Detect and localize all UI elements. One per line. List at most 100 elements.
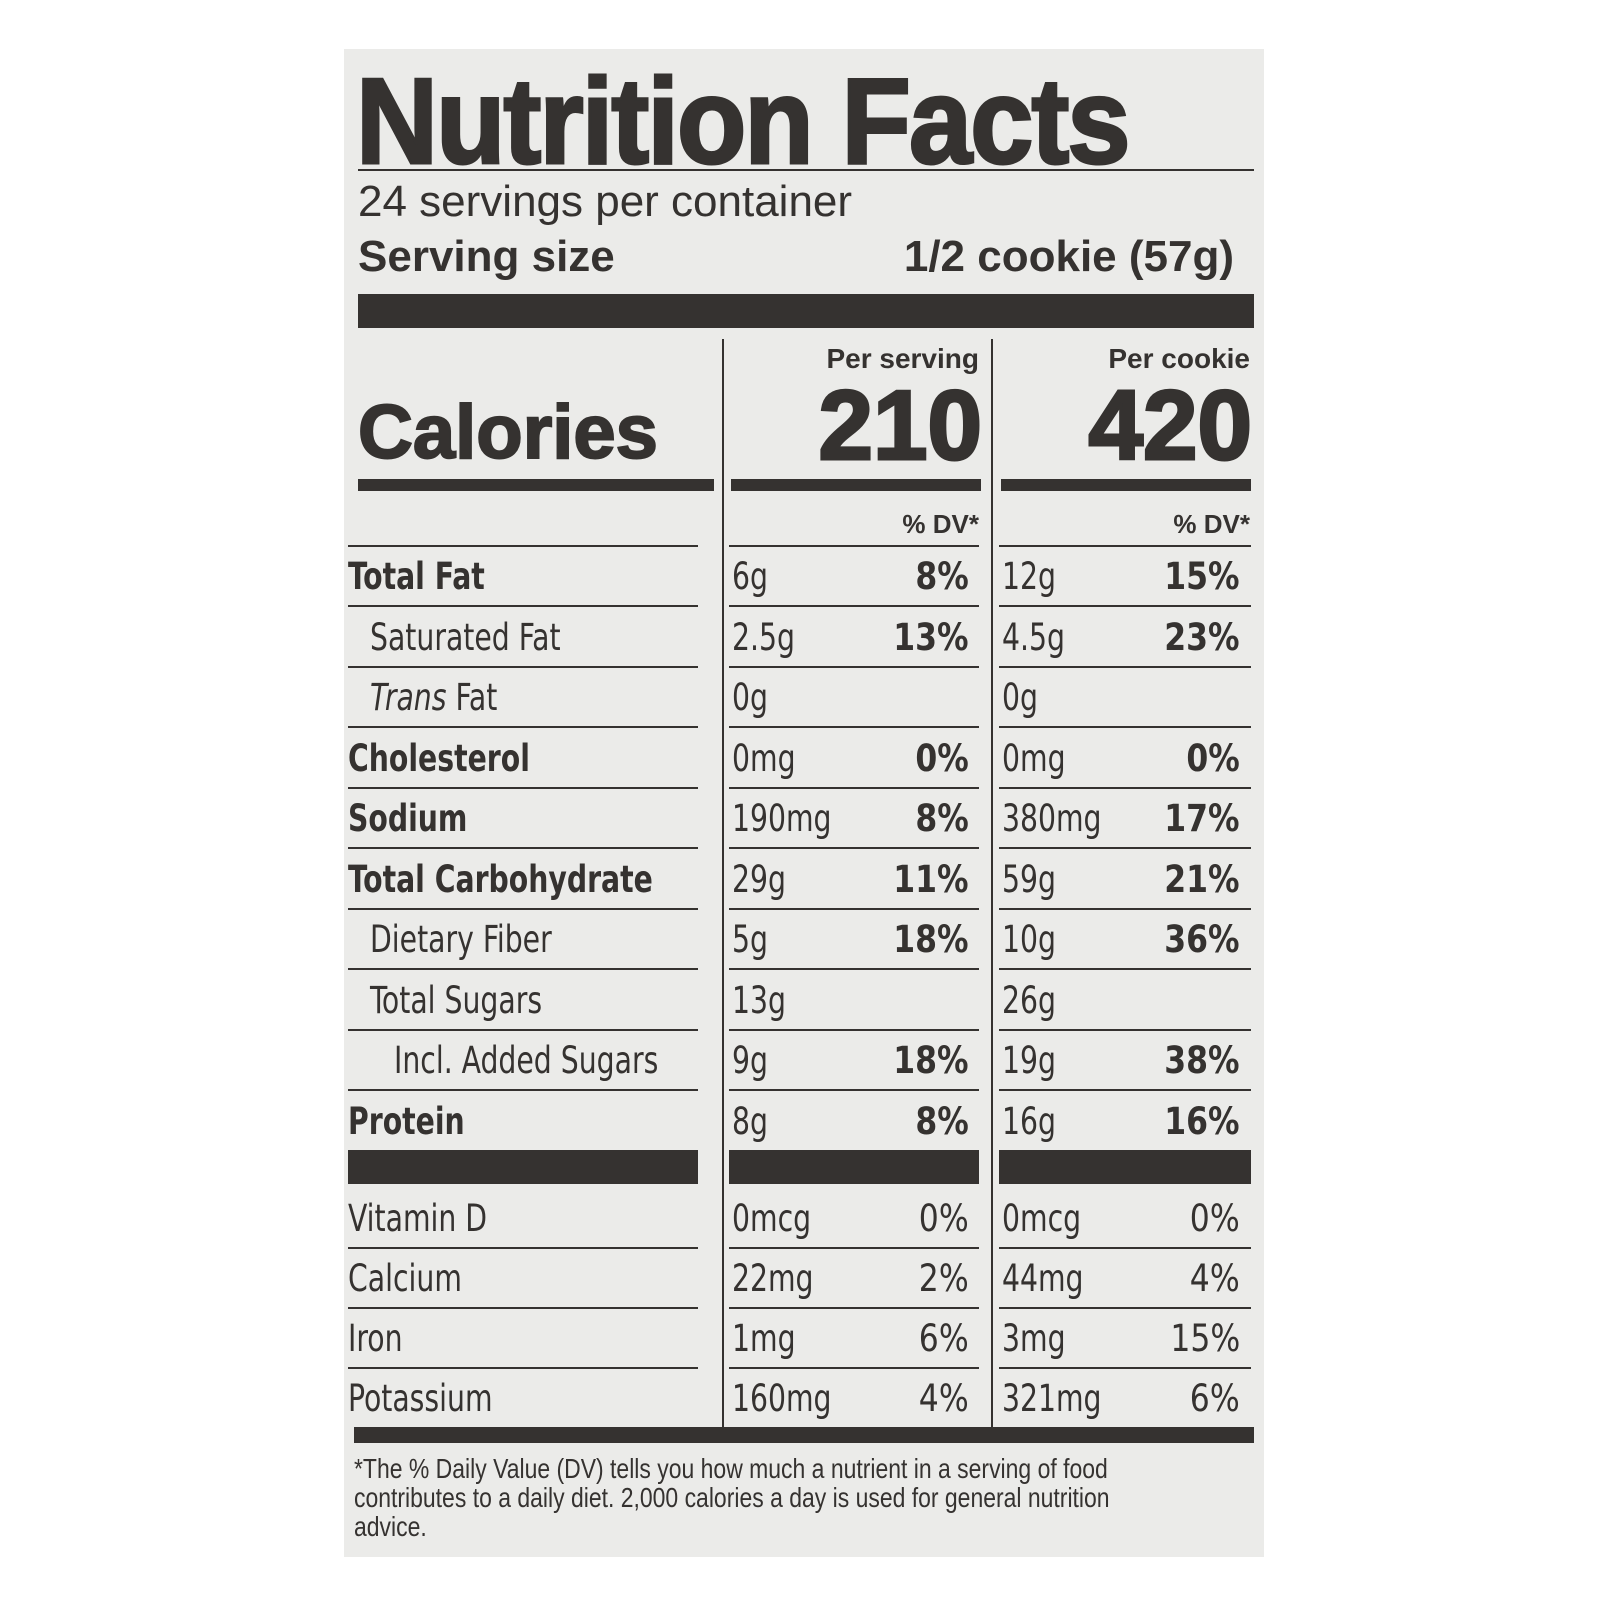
nutrient-row: Iron 1mg 6% 3mg 15% bbox=[344, 1309, 1264, 1369]
dv-header-serving: % DV* bbox=[902, 509, 979, 539]
nutrient-name: Total Carbohydrate bbox=[348, 857, 653, 901]
row-divider bbox=[348, 726, 698, 728]
serving-dv: 0% bbox=[915, 736, 969, 780]
nutrient-row: Saturated Fat 2.5g 13% 4.5g 23% bbox=[344, 608, 1264, 668]
servings-per-container: 24 servings per container bbox=[358, 177, 853, 226]
cookie-dv: 6% bbox=[1190, 1377, 1240, 1420]
row-divider bbox=[729, 605, 979, 607]
nutrient-row: Protein 8g 8% 16g 16% bbox=[344, 1092, 1264, 1152]
nutrient-row: Trans Fat 0g 0g bbox=[344, 668, 1264, 728]
calories-per-cookie: 420 bbox=[1087, 369, 1254, 482]
serving-amount: 13g bbox=[732, 978, 786, 1022]
nutrient-name: Dietary Fiber bbox=[370, 918, 552, 961]
serving-amount: 190mg bbox=[732, 797, 832, 840]
nutrient-name: Cholesterol bbox=[348, 736, 530, 780]
row-divider bbox=[729, 665, 979, 668]
col-header-per-serving: Per serving bbox=[826, 343, 979, 374]
nutrient-row: Total Carbohydrate 29g 11% 59g 21% bbox=[344, 850, 1264, 910]
row-divider bbox=[348, 665, 698, 668]
serving-amount: 0mcg bbox=[732, 1197, 812, 1240]
serving-amount: 0mg bbox=[732, 736, 796, 780]
cookie-dv: 0% bbox=[1190, 1197, 1240, 1240]
serving-amount: 22mg bbox=[732, 1257, 814, 1300]
serving-dv: 6% bbox=[919, 1317, 969, 1360]
row-divider bbox=[348, 605, 698, 607]
cookie-dv: 17% bbox=[1164, 797, 1240, 840]
row-divider bbox=[999, 847, 1251, 849]
nutrient-row: Total Fat 6g 8% 12g 15% bbox=[344, 547, 1264, 607]
cookie-dv: 21% bbox=[1164, 857, 1240, 901]
row-divider bbox=[999, 726, 1251, 728]
cookie-amount: 12g bbox=[1002, 555, 1056, 598]
row-divider bbox=[999, 665, 1251, 668]
col-header-per-cookie: Per cookie bbox=[1108, 343, 1250, 374]
cookie-amount: 16g bbox=[1002, 1099, 1056, 1143]
footnote: *The % Daily Value (DV) tells you how mu… bbox=[354, 1453, 1110, 1542]
row-divider bbox=[999, 1089, 1251, 1091]
cookie-amount: 26g bbox=[1002, 978, 1056, 1022]
nutrition-label: Nutrition Facts 24 servings per containe… bbox=[344, 49, 1264, 1557]
nutrient-name-italic: Trans bbox=[370, 676, 447, 719]
row-divider bbox=[729, 847, 979, 849]
thick-divider bbox=[729, 1150, 979, 1184]
calories-per-serving: 210 bbox=[817, 369, 984, 482]
row-divider bbox=[348, 847, 698, 849]
row-divider bbox=[999, 1028, 1251, 1031]
nutrient-row: Cholesterol 0mg 0% 0mg 0% bbox=[344, 729, 1264, 789]
thick-divider bbox=[731, 479, 981, 491]
row-divider bbox=[348, 1089, 698, 1091]
cookie-amount: 19g bbox=[1002, 1039, 1056, 1082]
label-title: Nutrition Facts bbox=[355, 52, 1132, 191]
cookie-dv: 0% bbox=[1186, 736, 1240, 780]
nutrient-name: Potassium bbox=[348, 1377, 493, 1420]
cookie-dv: 38% bbox=[1164, 1039, 1240, 1082]
nutrient-row: Total Sugars 13g 26g bbox=[344, 971, 1264, 1031]
row-divider bbox=[999, 1307, 1251, 1309]
nutrient-name-rest: Fat bbox=[446, 676, 498, 719]
thick-divider bbox=[1001, 479, 1251, 491]
nutrient-row: Calcium 22mg 2% 44mg 4% bbox=[344, 1249, 1264, 1309]
dv-header-cookie: % DV* bbox=[1173, 509, 1250, 539]
nutrient-row: Potassium 160mg 4% 321mg 6% bbox=[344, 1369, 1264, 1429]
cookie-amount: 0mcg bbox=[1002, 1197, 1082, 1240]
row-divider bbox=[999, 605, 1251, 607]
row-divider bbox=[999, 1247, 1251, 1249]
row-divider bbox=[348, 1028, 698, 1031]
nutrient-name: Trans Fat bbox=[370, 676, 497, 719]
serving-amount: 9g bbox=[732, 1039, 768, 1082]
cookie-dv: 36% bbox=[1164, 918, 1240, 961]
row-divider bbox=[729, 907, 979, 910]
serving-dv: 4% bbox=[919, 1377, 969, 1420]
calories-label: Calories bbox=[357, 389, 659, 476]
row-divider bbox=[729, 1028, 979, 1031]
cookie-amount: 321mg bbox=[1002, 1377, 1102, 1420]
serving-dv: 18% bbox=[893, 918, 969, 961]
row-divider bbox=[348, 968, 698, 970]
row-divider bbox=[348, 1367, 698, 1369]
serving-size-value: 1/2 cookie (57g) bbox=[903, 232, 1234, 281]
serving-dv: 8% bbox=[915, 1099, 969, 1143]
row-divider bbox=[729, 545, 979, 547]
serving-amount: 29g bbox=[732, 857, 786, 901]
thick-divider bbox=[358, 479, 714, 491]
row-divider bbox=[999, 786, 1251, 789]
nutrient-name: Total Sugars bbox=[370, 978, 543, 1022]
serving-dv: 18% bbox=[893, 1039, 969, 1082]
serving-amount: 160mg bbox=[732, 1377, 832, 1420]
thick-divider bbox=[999, 1150, 1251, 1184]
serving-amount: 6g bbox=[732, 555, 768, 598]
row-divider bbox=[729, 968, 979, 970]
row-divider bbox=[729, 1247, 979, 1249]
nutrient-name: Vitamin D bbox=[348, 1197, 488, 1240]
serving-amount: 8g bbox=[732, 1099, 768, 1143]
serving-dv: 0% bbox=[919, 1197, 969, 1240]
row-divider bbox=[999, 545, 1251, 547]
nutrient-name: Incl. Added Sugars bbox=[394, 1039, 659, 1082]
row-divider bbox=[729, 1307, 979, 1309]
row-divider bbox=[348, 1307, 698, 1309]
row-divider bbox=[999, 1367, 1251, 1369]
nutrient-name: Iron bbox=[348, 1317, 403, 1360]
cookie-dv: 15% bbox=[1170, 1317, 1240, 1360]
row-divider bbox=[348, 1247, 698, 1249]
divider bbox=[358, 169, 1254, 171]
